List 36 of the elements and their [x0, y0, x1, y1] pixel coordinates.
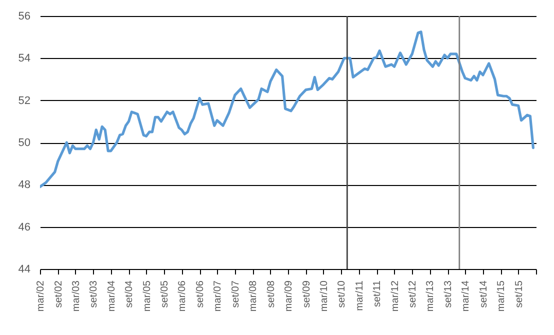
- x-tick-label: set/05: [160, 280, 171, 308]
- x-tick-label: set/14: [478, 280, 490, 308]
- x-tick-label: set/04: [124, 280, 136, 308]
- x-tick-label: set/07: [230, 280, 242, 308]
- y-tick-label: 52: [18, 94, 30, 107]
- y-tick-label: 50: [18, 137, 30, 149]
- x-tick-label: set/11: [372, 280, 384, 307]
- x-tick-label: mar/08: [248, 280, 260, 312]
- x-tick-label: mar/11: [354, 280, 366, 311]
- x-tick-label: set/02: [53, 280, 64, 308]
- x-tick-label: set/10: [336, 280, 348, 308]
- x-tick-label: mar/04: [106, 280, 118, 312]
- x-tick-label: set/12: [408, 280, 419, 308]
- x-tick-label: mar/02: [36, 280, 46, 312]
- y-tick-label: 54: [18, 52, 30, 65]
- x-tick-label: mar/07: [212, 280, 224, 312]
- x-tick-label: set/13: [443, 280, 454, 308]
- y-tick-label: 56: [18, 10, 30, 22]
- x-tick-label: mar/14: [460, 280, 472, 312]
- x-tick-label: mar/13: [425, 280, 436, 312]
- x-tick-label: mar/12: [390, 280, 401, 312]
- y-tick-label: 46: [18, 221, 30, 234]
- y-tick-label: 48: [18, 179, 30, 192]
- x-tick-label: mar/06: [177, 280, 188, 312]
- x-tick-label: set/03: [88, 280, 100, 308]
- x-tick-label: set/06: [195, 280, 206, 308]
- y-tick-label: 44: [18, 264, 30, 276]
- x-tick-label: mar/10: [318, 280, 330, 312]
- x-tick-label: mar/15: [496, 280, 507, 312]
- x-tick-label: set/08: [266, 280, 277, 308]
- x-tick-label: mar/05: [142, 280, 153, 312]
- x-tick-label: set/15: [514, 280, 525, 308]
- x-tick-label: mar/09: [284, 280, 294, 312]
- x-tick-label: mar/03: [70, 280, 82, 312]
- x-tick-label: set/09: [301, 280, 312, 308]
- line-series: [40, 30, 534, 188]
